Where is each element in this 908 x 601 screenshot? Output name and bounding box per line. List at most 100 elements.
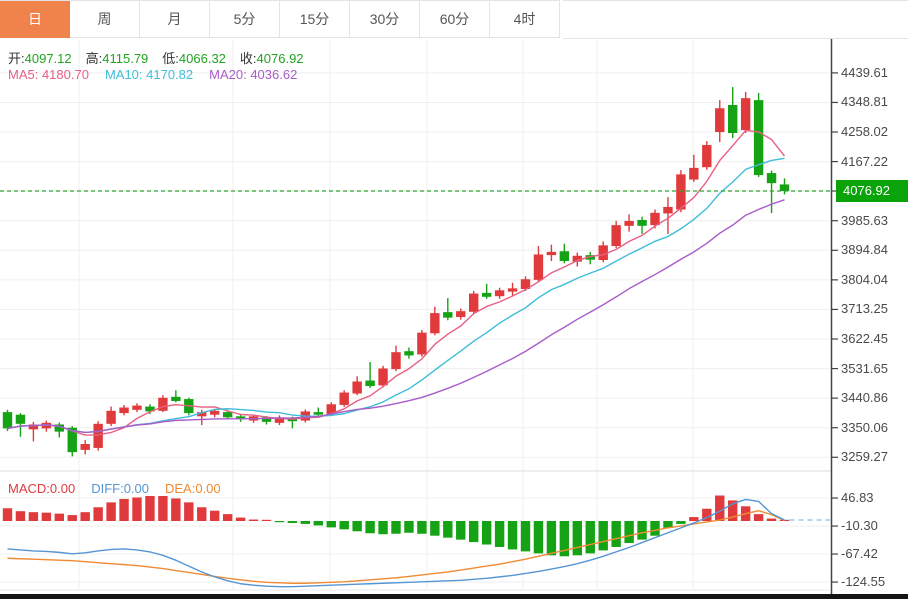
macd-bar: [339, 521, 349, 530]
macd-bar: [222, 514, 233, 521]
price-axis-label: 3622.45: [841, 331, 888, 346]
candle: [585, 255, 595, 260]
macd-bar: [469, 521, 479, 543]
candle: [326, 404, 336, 415]
macd-axis-label: 46.83: [841, 490, 874, 506]
ohlc-readout: 开:4097.12 高:4115.79 低:4066.32 收:4076.92: [8, 48, 318, 67]
candle: [533, 254, 544, 280]
candle: [740, 98, 751, 131]
dea-value: DEA:0.00: [165, 481, 221, 496]
candle: [67, 427, 77, 453]
macd-bar: [611, 521, 621, 547]
macd-bar: [67, 515, 77, 521]
macd-bar: [261, 519, 272, 521]
candle: [779, 184, 790, 191]
tab-30min[interactable]: 30分: [350, 1, 420, 38]
last-price-badge: 4076.92: [836, 180, 908, 202]
high-value: 4115.79: [102, 51, 149, 66]
candle: [106, 410, 116, 424]
candle: [80, 444, 90, 450]
tab-month[interactable]: 月: [140, 1, 210, 38]
candle: [132, 405, 142, 410]
macd-bar: [456, 521, 466, 540]
macd-bar: [753, 514, 764, 521]
price-axis-label: 3531.65: [841, 360, 888, 376]
macd-bar: [378, 521, 388, 535]
candle: [676, 174, 686, 210]
macd-bar: [663, 521, 673, 528]
candle: [689, 167, 699, 180]
macd-bar: [365, 521, 375, 534]
candle: [702, 145, 712, 168]
macd-bar: [481, 521, 492, 545]
candle: [572, 255, 582, 262]
candle: [404, 351, 414, 356]
candle: [158, 397, 168, 411]
macd-bar: [287, 521, 298, 523]
candle: [15, 414, 26, 424]
candle: [546, 251, 557, 256]
ma10-value: MA10: 4170.82: [104, 67, 194, 82]
candle: [637, 219, 647, 226]
macd-axis-label: -67.42: [841, 546, 878, 562]
tab-week[interactable]: 周: [70, 1, 140, 38]
candle: [313, 412, 323, 415]
candle: [559, 251, 570, 261]
tab-day[interactable]: 日: [0, 1, 70, 38]
candle: [624, 220, 634, 226]
timeframe-tabbar: 日 周 月 5分 15分 30分 60分 4时: [0, 0, 560, 39]
tab-4hour[interactable]: 4时: [490, 1, 560, 38]
candle: [378, 368, 388, 386]
candle: [753, 100, 764, 176]
macd-bar: [404, 521, 414, 533]
macd-bar: [352, 521, 362, 532]
candle: [28, 424, 39, 430]
low-label: 低:: [162, 51, 179, 66]
macd-bar: [197, 507, 207, 521]
tab-15min[interactable]: 15分: [280, 1, 350, 38]
candle: [54, 424, 64, 432]
candle: [507, 288, 518, 292]
macd-bar: [210, 510, 220, 521]
candle: [365, 380, 375, 387]
macd-bar: [443, 521, 453, 538]
open-label: 开:: [8, 51, 25, 66]
tab-60min[interactable]: 60分: [420, 1, 490, 38]
open-value: 4097.12: [24, 51, 72, 66]
macd-bar: [93, 507, 103, 521]
macd-bar: [494, 521, 505, 547]
candle: [197, 412, 207, 417]
price-axis-label: 3350.06: [841, 419, 888, 435]
candle: [119, 407, 129, 414]
candle: [261, 417, 272, 422]
close-value: 4076.92: [256, 51, 304, 66]
macd-axis-label: -10.30: [841, 518, 878, 534]
macd-bar: [15, 511, 26, 521]
price-axis-label: 4348.81: [841, 94, 888, 110]
candle: [650, 212, 660, 226]
price-axis-label: 3894.84: [841, 242, 888, 258]
macd-bar: [106, 502, 116, 521]
candle: [210, 410, 220, 415]
price-axis-label: 4167.22: [841, 153, 888, 169]
macd-bar: [572, 521, 582, 556]
candle: [417, 332, 427, 355]
candle: [469, 293, 479, 312]
macd-bar: [585, 521, 595, 554]
price-axis-label: 3259.27: [841, 449, 888, 465]
macd-bar: [313, 521, 323, 526]
macd-bar: [300, 521, 311, 524]
macd-bar: [728, 500, 738, 521]
macd-readout: MACD:0.00 DIFF:0.00 DEA:0.00: [8, 481, 237, 496]
low-value: 4066.32: [178, 51, 226, 66]
candle: [93, 423, 103, 448]
macd-bar: [326, 521, 336, 528]
candle: [2, 412, 13, 429]
tab-5min[interactable]: 5分: [210, 1, 280, 38]
close-label: 收:: [239, 51, 257, 66]
macd-bar: [41, 512, 52, 521]
macd-bar: [637, 521, 647, 540]
candle: [287, 418, 298, 422]
macd-bar: [650, 521, 660, 536]
